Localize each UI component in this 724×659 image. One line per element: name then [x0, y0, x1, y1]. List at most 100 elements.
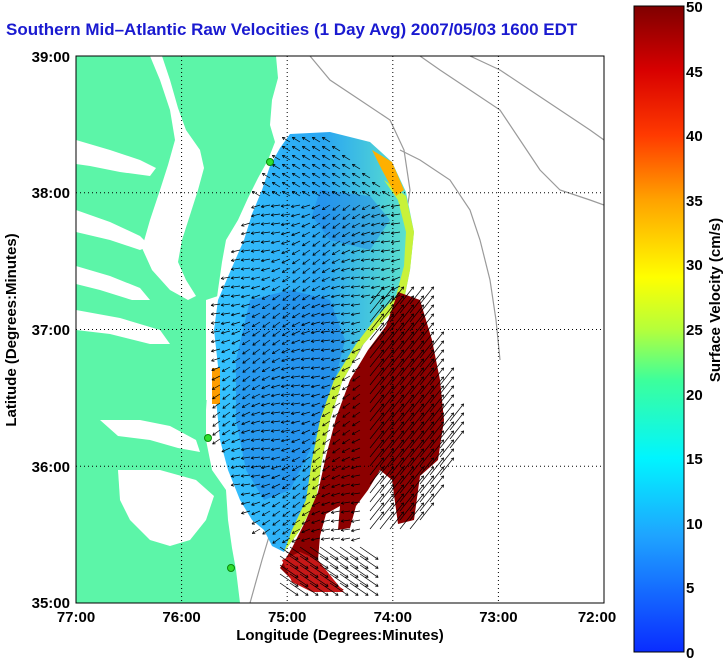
- velocity-vector-head: [301, 412, 304, 415]
- velocity-vector-head: [422, 313, 425, 317]
- velocity-vector: [271, 456, 281, 460]
- velocity-vector: [311, 510, 321, 515]
- velocity-vector-head: [400, 439, 404, 442]
- velocity-vector: [329, 582, 349, 596]
- velocity-vector-head: [251, 286, 254, 289]
- velocity-vector-head: [380, 511, 384, 514]
- velocity-vector-head: [402, 511, 405, 515]
- y-axis-ticks: 39:00 38:00 37:00 36:00 35:00: [32, 49, 70, 612]
- velocity-vector-head: [460, 412, 464, 415]
- velocity-vector-head: [422, 331, 425, 335]
- velocity-vector: [232, 366, 241, 373]
- velocity-vector-head: [346, 574, 349, 578]
- velocity-vector-head: [410, 439, 414, 442]
- station-marker-south[interactable]: [227, 564, 235, 572]
- velocity-vector: [351, 330, 361, 335]
- velocity-vector-head: [442, 466, 445, 470]
- velocity-vector: [322, 231, 331, 238]
- velocity-vector: [409, 394, 424, 413]
- velocity-vector-head: [382, 295, 385, 299]
- velocity-vector-head: [442, 385, 445, 389]
- velocity-vector: [321, 276, 331, 282]
- velocity-vector-head: [410, 475, 414, 478]
- velocity-vector: [369, 340, 384, 359]
- velocity-vector: [251, 492, 261, 496]
- velocity-vector-head: [241, 306, 245, 308]
- velocity-vector: [399, 286, 414, 305]
- velocity-vector-head: [240, 475, 245, 478]
- velocity-vector: [342, 164, 351, 170]
- velocity-vector-head: [312, 261, 315, 265]
- velocity-vector: [262, 173, 271, 179]
- velocity-vector: [332, 249, 341, 255]
- james-river: [76, 310, 170, 344]
- velocity-vector-head: [341, 458, 344, 462]
- velocity-vector-head: [240, 466, 245, 469]
- velocity-vector-head: [281, 232, 284, 235]
- velocity-vector: [271, 357, 281, 363]
- velocity-vector-head: [422, 412, 425, 416]
- colorbar-ticks: 50 45 40 35 30 25 20 15 10 5 0: [686, 0, 703, 659]
- velocity-vector-head: [420, 385, 424, 388]
- velocity-vector: [381, 249, 391, 252]
- velocity-vector-head: [380, 493, 384, 496]
- velocity-vector: [271, 213, 281, 216]
- velocity-vector-head: [301, 404, 305, 407]
- velocity-vector: [282, 294, 291, 301]
- velocity-vector-head: [302, 477, 305, 481]
- velocity-vector-head: [262, 351, 265, 355]
- velocity-vector-head: [222, 431, 225, 435]
- velocity-vector: [429, 484, 444, 503]
- velocity-vector-head: [250, 260, 255, 262]
- velocity-vector: [311, 348, 321, 351]
- velocity-vector-head: [332, 243, 335, 247]
- velocity-vector-head: [341, 377, 345, 381]
- velocity-vector-head: [312, 468, 315, 472]
- velocity-vector-head: [301, 538, 304, 542]
- velocity-vector: [251, 420, 261, 424]
- y-axis-label: Latitude (Degrees:Minutes): [3, 233, 20, 426]
- velocity-vector-head: [351, 173, 355, 177]
- velocity-vector-head: [351, 431, 355, 435]
- velocity-vector-head: [312, 270, 315, 274]
- velocity-vector-head: [390, 295, 394, 298]
- velocity-vector: [399, 403, 414, 422]
- velocity-vector: [262, 312, 271, 319]
- velocity-vector-head: [261, 422, 265, 424]
- velocity-vector: [221, 285, 231, 288]
- station-marker-middle[interactable]: [204, 434, 212, 442]
- velocity-vector: [272, 164, 281, 170]
- colorbar-tick-label: 40: [686, 128, 703, 145]
- velocity-vector-head: [301, 207, 305, 209]
- velocity-vector-head: [400, 331, 404, 334]
- velocity-vector-head: [221, 278, 225, 280]
- velocity-vector: [282, 137, 291, 143]
- velocity-vector-head: [330, 339, 334, 342]
- velocity-vector-head: [252, 323, 255, 327]
- velocity-vector-head: [296, 556, 299, 560]
- station-marker-north[interactable]: [266, 158, 274, 166]
- hf-radar-stations[interactable]: [204, 158, 274, 572]
- velocity-vector: [241, 447, 251, 451]
- velocity-vector-head: [320, 366, 324, 370]
- velocity-vector-head: [251, 440, 255, 442]
- velocity-vector: [261, 240, 271, 243]
- colorbar-tick-label: 20: [686, 387, 703, 404]
- velocity-vector-head: [321, 511, 324, 514]
- velocity-vector: [322, 164, 331, 170]
- velocity-vector: [369, 385, 384, 404]
- velocity-vector: [341, 249, 351, 255]
- velocity-vector-head: [360, 294, 364, 297]
- velocity-vector-head: [420, 349, 424, 352]
- velocity-vector: [282, 312, 291, 319]
- velocity-vector: [281, 222, 291, 226]
- velocity-vector: [279, 555, 299, 569]
- velocity-vector-head: [346, 583, 349, 587]
- velocity-vector-head: [351, 252, 355, 254]
- velocity-vector-head: [356, 583, 359, 587]
- velocity-vector: [292, 267, 301, 274]
- velocity-vector-head: [332, 441, 335, 445]
- velocity-vector-head: [301, 173, 305, 177]
- velocity-vector-head: [300, 348, 304, 352]
- velocity-vector-head: [422, 403, 425, 407]
